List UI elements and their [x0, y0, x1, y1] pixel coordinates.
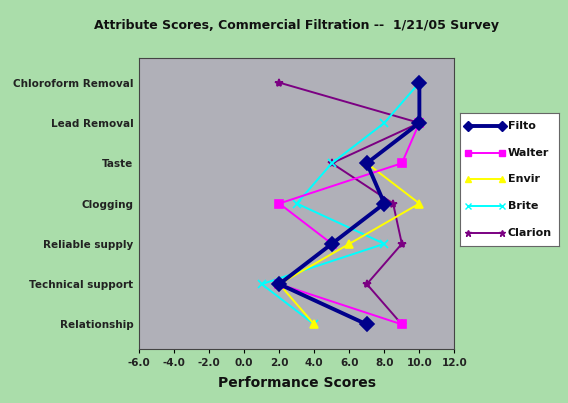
Envir [364, 161, 370, 166]
Text: Brite: Brite [508, 201, 538, 211]
Clarion [390, 201, 396, 206]
Filto [381, 201, 388, 206]
Filto [364, 161, 370, 166]
Brite [311, 322, 318, 327]
Walter [276, 201, 283, 206]
Brite [416, 80, 423, 85]
Text: Filto: Filto [508, 121, 536, 131]
Clarion [416, 120, 423, 125]
Brite [293, 201, 300, 206]
Line: Filto: Filto [274, 78, 424, 329]
Text: Clarion: Clarion [508, 228, 552, 237]
Text: Envir: Envir [508, 174, 540, 184]
Filto [276, 282, 283, 287]
Clarion [364, 282, 370, 287]
Brite [381, 241, 388, 246]
Walter [328, 241, 335, 246]
Line: Clarion: Clarion [275, 79, 424, 328]
Clarion [328, 161, 335, 166]
Filto [364, 322, 370, 327]
Clarion [276, 80, 283, 85]
Brite [328, 161, 335, 166]
Filto [416, 120, 423, 125]
Envir [276, 282, 283, 287]
Brite [381, 120, 388, 125]
Line: Envir: Envir [275, 119, 424, 328]
Filto [416, 80, 423, 85]
Walter [276, 282, 283, 287]
Text: Walter: Walter [508, 148, 549, 158]
Filto [328, 241, 335, 246]
Line: Brite: Brite [257, 79, 424, 328]
Walter [416, 120, 423, 125]
Walter [399, 161, 406, 166]
Clarion [399, 241, 406, 246]
Brite [258, 282, 265, 287]
Envir [416, 120, 423, 125]
Envir [311, 322, 318, 327]
Clarion [399, 322, 406, 327]
Walter [399, 322, 406, 327]
Text: Attribute Scores, Commercial Filtration --  1/21/05 Survey: Attribute Scores, Commercial Filtration … [94, 19, 499, 32]
Line: Walter: Walter [275, 119, 424, 328]
X-axis label: Performance Scores: Performance Scores [218, 376, 376, 390]
Envir [416, 201, 423, 206]
Envir [346, 241, 353, 246]
